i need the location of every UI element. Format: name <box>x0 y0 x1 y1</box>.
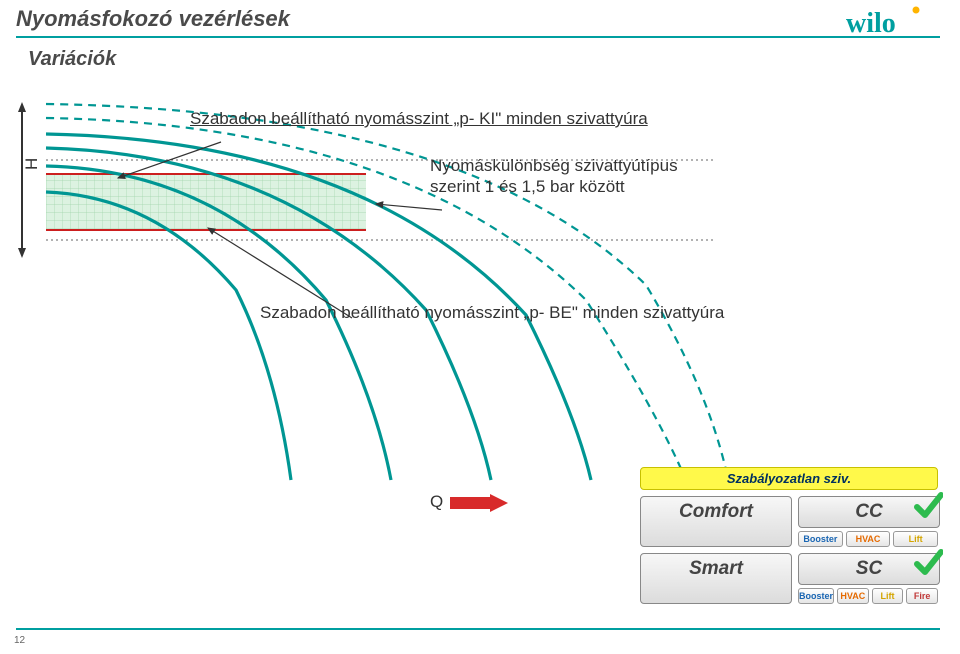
badge-row: SmartSC BoosterHVACLiftFire <box>640 553 938 604</box>
badge-panel: Szabályozatlan sziv. ComfortCCBoosterHVA… <box>640 467 938 610</box>
logo-text: wilo <box>846 8 896 39</box>
axis-label-q: Q <box>430 492 443 512</box>
subbadge-lift: Lift <box>872 588 904 604</box>
badge-unregulated: Szabályozatlan sziv. <box>640 467 938 490</box>
check-icon <box>913 548 943 578</box>
subbadge-booster: Booster <box>798 531 843 547</box>
page-subtitle: Variációk <box>28 48 116 71</box>
badge-right: SC <box>798 553 940 585</box>
badge-left: Smart <box>640 553 792 604</box>
subbadge-hvac: HVAC <box>837 588 869 604</box>
logo-dot-icon <box>913 7 920 14</box>
subbadge-booster: Booster <box>798 588 834 604</box>
title-underline <box>16 36 940 38</box>
subbadge-fire: Fire <box>906 588 938 604</box>
subbadge-hvac: HVAC <box>846 531 891 547</box>
page-number: 12 <box>14 635 25 646</box>
check-icon <box>913 491 943 521</box>
badge-row: ComfortCC BoosterHVACLift <box>640 496 938 547</box>
subbadge-row: BoosterHVACLiftFire <box>798 588 938 604</box>
h-axis-arrow-icon <box>18 102 26 258</box>
annotation-upper: Szabadon beállítható nyomásszint „p- KI"… <box>190 108 710 129</box>
footer-line <box>16 628 940 630</box>
subbadge-row: BoosterHVACLift <box>798 531 938 547</box>
subbadge-lift: Lift <box>893 531 938 547</box>
badge-right: CC <box>798 496 940 528</box>
page-title: Nyomásfokozó vezérlések <box>16 6 290 32</box>
q-arrow-icon <box>450 494 510 517</box>
badge-left: Comfort <box>640 496 792 547</box>
wilo-logo: wilo <box>846 6 936 45</box>
axis-label-h: H <box>22 158 42 170</box>
annotation-middle: Nyomáskülönbség szivattyútípus szerint 1… <box>430 155 730 198</box>
annotation-lower: Szabadon beállítható nyomásszint „p- BE"… <box>260 302 760 323</box>
